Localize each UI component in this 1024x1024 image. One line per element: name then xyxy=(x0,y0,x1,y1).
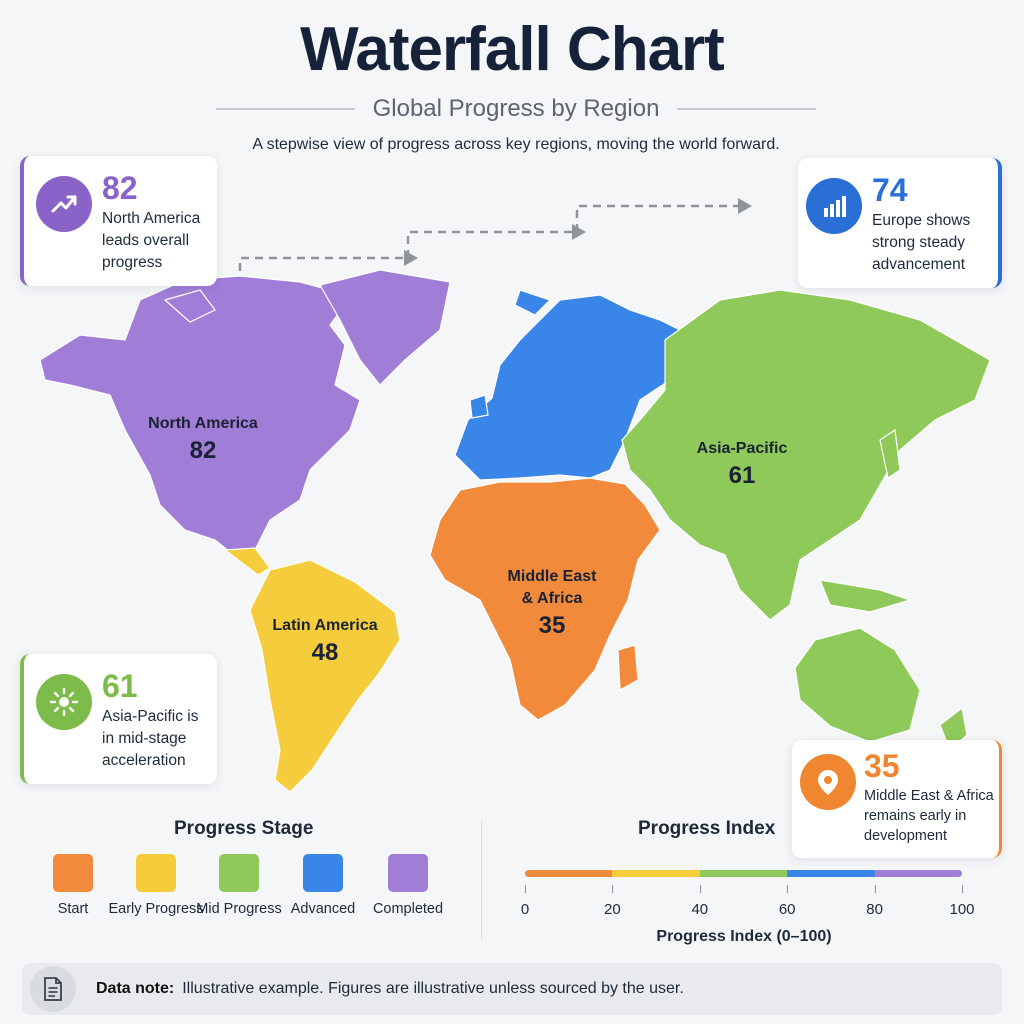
index-segment-0 xyxy=(525,870,613,877)
region-name-middle-east-africa: & Africa xyxy=(522,590,583,607)
progress-index-bar xyxy=(525,870,962,877)
callout-text: Asia-Pacific is in mid-stage acceleratio… xyxy=(102,708,199,769)
legend-swatch-2 xyxy=(219,854,259,892)
sun-icon xyxy=(36,674,92,730)
index-tick-label-5: 100 xyxy=(949,901,975,918)
region-asia-pacific[interactable] xyxy=(621,289,991,752)
region-name-asia-pacific: Asia-Pacific xyxy=(697,440,788,457)
legend-label-2: Mid Progress xyxy=(196,901,282,917)
index-tick-label-4: 80 xyxy=(866,901,883,918)
index-tick-mark-3 xyxy=(787,885,789,893)
legend-swatch-1 xyxy=(136,854,176,892)
legend-label-1: Early Progress xyxy=(108,901,204,917)
region-value-north-america: 82 xyxy=(190,437,217,464)
callout-text: Middle East & Africa remains early in de… xyxy=(864,788,994,844)
legend-label-3: Advanced xyxy=(290,901,356,917)
location-pin-icon xyxy=(800,754,856,810)
callout-value: 35 xyxy=(864,748,900,784)
chart-tagline: A stepwise view of progress across key r… xyxy=(252,136,780,153)
region-name-latin-america: Latin America xyxy=(272,617,377,634)
index-segment-3 xyxy=(787,870,875,877)
legend-swatch-0 xyxy=(53,854,93,892)
callout-value: 82 xyxy=(102,170,138,206)
chart-title: Waterfall Chart xyxy=(300,15,725,84)
region-value-asia-pacific: 61 xyxy=(729,462,756,489)
index-segment-1 xyxy=(612,870,700,877)
subtitle-rule-right xyxy=(677,108,817,110)
region-name-middle-east-africa: Middle East xyxy=(508,568,598,585)
region-middle-east-africa[interactable] xyxy=(429,477,661,721)
index-tick-label-2: 40 xyxy=(691,901,709,918)
legend-swatch-4 xyxy=(388,854,428,892)
chart-subtitle: Global Progress by Region xyxy=(372,95,660,122)
index-tick-mark-1 xyxy=(612,885,614,893)
note-text: Illustrative example. Figures are illust… xyxy=(182,980,684,997)
region-latin-america[interactable] xyxy=(223,547,401,793)
legend-label-0: Start xyxy=(57,901,89,917)
region-name-north-america: North America xyxy=(148,415,258,432)
legend-label-4: Completed xyxy=(372,901,444,917)
data-note: Data note: Illustrative example. Figures… xyxy=(22,963,1002,1015)
flow-arrow-3 xyxy=(575,204,745,232)
trend-up-icon xyxy=(36,176,92,232)
legend-swatch-3 xyxy=(303,854,343,892)
callout-text: North America leads overall progress xyxy=(102,210,201,271)
callout-text: Europe shows strong steady advancement xyxy=(872,212,971,273)
callout-middle-east-africa: 35 Middle East & Africa remains early in… xyxy=(792,740,1002,858)
document-icon xyxy=(30,966,76,1012)
arrow-heads xyxy=(404,198,752,266)
callout-asia-pacific: 61 Asia-Pacific is in mid-stage accelera… xyxy=(20,654,217,784)
callout-value: 74 xyxy=(872,172,908,208)
index-segment-2 xyxy=(699,870,788,877)
flow-arrows xyxy=(238,204,745,285)
index-tick-mark-0 xyxy=(525,885,526,893)
legend-title: Progress Stage xyxy=(174,818,314,839)
flow-arrow-2 xyxy=(406,230,580,258)
index-title: Progress Index xyxy=(638,818,776,839)
index-tick-mark-4 xyxy=(874,885,876,893)
region-north-america[interactable] xyxy=(39,269,451,561)
index-segment-4 xyxy=(874,870,962,877)
callout-value: 61 xyxy=(102,668,138,704)
region-europe[interactable] xyxy=(454,289,681,481)
index-tick-label-3: 60 xyxy=(778,901,796,918)
index-tick-label-1: 20 xyxy=(604,901,621,918)
note-label: Data note: xyxy=(96,980,175,997)
callout-europe: 74 Europe shows strong steady advancemen… xyxy=(798,158,1002,288)
region-value-middle-east-africa: 35 xyxy=(539,612,566,639)
callout-north-america: 82 North America leads overall progress xyxy=(20,156,217,286)
index-tick-label-0: 0 xyxy=(520,901,530,918)
legend-divider xyxy=(481,820,482,940)
flow-arrow-1 xyxy=(238,256,410,285)
index-tick-mark-2 xyxy=(699,885,701,893)
region-value-latin-america: 48 xyxy=(312,639,339,666)
index-axis-label: Progress Index (0–100) xyxy=(656,928,832,945)
region-labels: North America 82 Asia-Pacific 61 Latin Ameri… xyxy=(148,415,787,666)
subtitle-row: Global Progress by Region xyxy=(216,92,817,126)
subtitle-rule-left xyxy=(216,108,355,110)
bar-chart-icon xyxy=(806,178,862,234)
index-tick-mark-5 xyxy=(962,885,963,893)
